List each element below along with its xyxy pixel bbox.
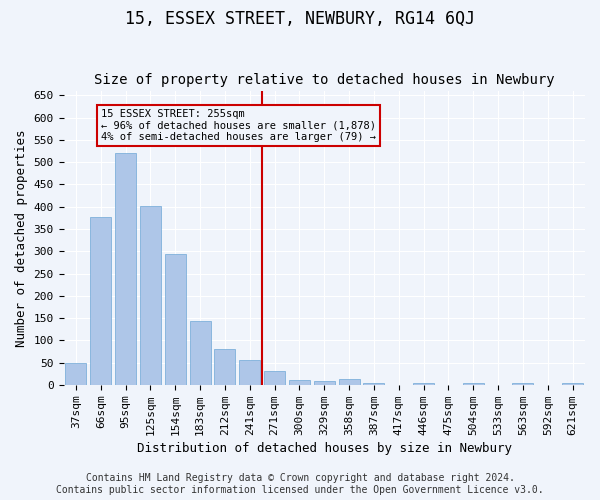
Bar [90,216,112,385]
Bar [512,384,533,385]
X-axis label: Distribution of detached houses by size in Newbury: Distribution of detached houses by size … [137,442,512,455]
Bar [190,321,211,385]
Bar [364,382,385,385]
Bar [338,380,359,385]
Bar [562,384,583,385]
Bar [140,206,161,385]
Bar [115,154,136,385]
Bar [239,360,260,385]
Bar [165,254,186,385]
Text: Contains HM Land Registry data © Crown copyright and database right 2024.
Contai: Contains HM Land Registry data © Crown c… [56,474,544,495]
Text: 15 ESSEX STREET: 255sqm
← 96% of detached houses are smaller (1,878)
4% of semi-: 15 ESSEX STREET: 255sqm ← 96% of detache… [101,109,376,142]
Bar [463,382,484,385]
Bar [65,362,86,385]
Bar [413,382,434,385]
Bar [264,372,285,385]
Bar [289,380,310,385]
Bar [314,382,335,385]
Y-axis label: Number of detached properties: Number of detached properties [15,129,28,346]
Text: 15, ESSEX STREET, NEWBURY, RG14 6QJ: 15, ESSEX STREET, NEWBURY, RG14 6QJ [125,10,475,28]
Title: Size of property relative to detached houses in Newbury: Size of property relative to detached ho… [94,73,554,87]
Bar [214,349,235,385]
